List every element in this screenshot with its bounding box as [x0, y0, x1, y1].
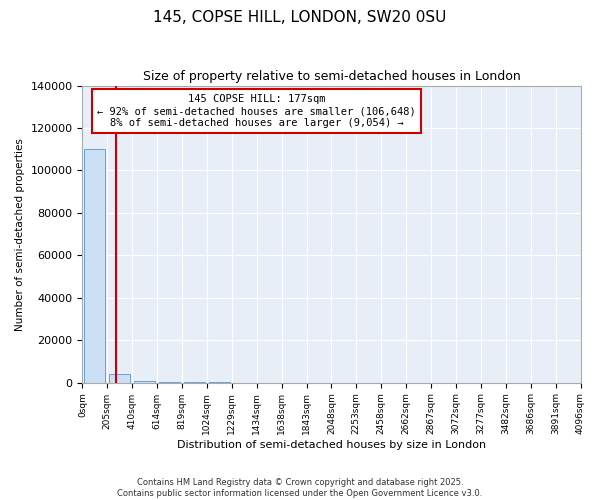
Title: Size of property relative to semi-detached houses in London: Size of property relative to semi-detach… [143, 70, 520, 83]
Bar [109, 374, 130, 382]
Text: 145, COPSE HILL, LONDON, SW20 0SU: 145, COPSE HILL, LONDON, SW20 0SU [154, 10, 446, 25]
X-axis label: Distribution of semi-detached houses by size in London: Distribution of semi-detached houses by … [177, 440, 486, 450]
Text: 145 COPSE HILL: 177sqm
← 92% of semi-detached houses are smaller (106,648)
8% of: 145 COPSE HILL: 177sqm ← 92% of semi-det… [97, 94, 416, 128]
Text: Contains HM Land Registry data © Crown copyright and database right 2025.
Contai: Contains HM Land Registry data © Crown c… [118, 478, 482, 498]
Y-axis label: Number of semi-detached properties: Number of semi-detached properties [15, 138, 25, 330]
Bar [84, 149, 106, 382]
